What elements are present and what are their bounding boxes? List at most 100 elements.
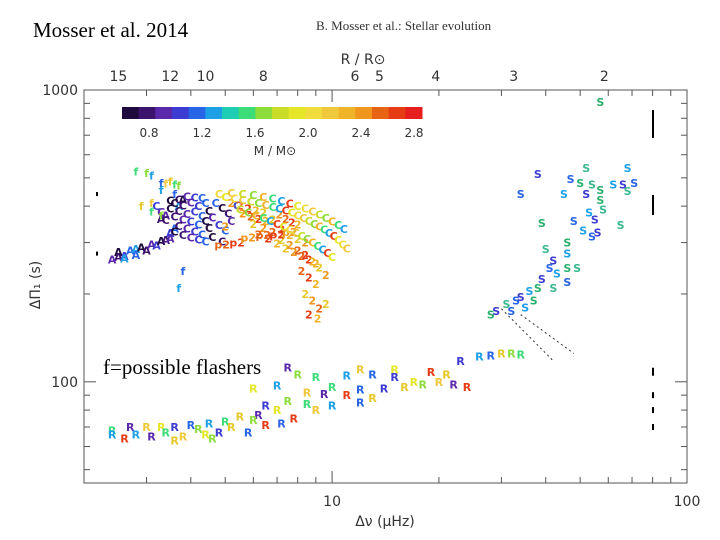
data-point-C: C bbox=[201, 215, 209, 228]
data-point-C: C bbox=[201, 236, 209, 249]
data-point-c-mix: C bbox=[325, 227, 333, 240]
data-point-R: R bbox=[201, 428, 210, 441]
data-point-c-mix: C bbox=[319, 244, 327, 257]
data-point-R: R bbox=[328, 381, 337, 394]
data-point-c-mix: C bbox=[330, 230, 338, 243]
data-point-S: S bbox=[492, 305, 500, 318]
data-point-C: C bbox=[201, 197, 209, 210]
data-point-2: 2 bbox=[301, 288, 309, 301]
data-point-c-mix: C bbox=[338, 238, 346, 251]
data-point-c-mix: C bbox=[247, 195, 255, 208]
data-point-f: f bbox=[176, 180, 181, 193]
data-point-f: f bbox=[149, 169, 154, 182]
data-point-c-mix: C bbox=[259, 212, 267, 225]
data-point-R: R bbox=[410, 376, 419, 389]
data-point-R: R bbox=[221, 416, 230, 429]
data-point-C: C bbox=[218, 202, 226, 215]
colorbar-swatch bbox=[338, 107, 356, 119]
data-point-R: R bbox=[487, 350, 496, 363]
data-point-R: R bbox=[368, 368, 377, 381]
data-point-R: R bbox=[120, 432, 129, 445]
data-point-R: R bbox=[132, 428, 141, 441]
data-point-C: C bbox=[205, 205, 213, 218]
data-point-R: R bbox=[142, 421, 151, 434]
colorbar-swatch bbox=[172, 107, 190, 119]
data-point-R: R bbox=[205, 417, 214, 430]
data-point-2: 2 bbox=[239, 207, 247, 220]
data-point-f: f bbox=[159, 209, 164, 222]
data-point-A: A bbox=[162, 209, 171, 222]
data-point-A: A bbox=[120, 250, 129, 263]
guide-dotted bbox=[501, 308, 554, 362]
data-point-R: R bbox=[516, 349, 525, 362]
data-point-R: R bbox=[187, 419, 196, 432]
data-point-S: S bbox=[542, 243, 550, 256]
data-point-R: R bbox=[244, 427, 253, 440]
data-point-R: R bbox=[400, 381, 409, 394]
data-point-2: 2 bbox=[273, 237, 281, 250]
y-axis-label: ΔΠ₁ (s) bbox=[28, 261, 44, 309]
data-point-c-mix: C bbox=[273, 218, 281, 231]
data-point-c-mix: C bbox=[308, 237, 316, 250]
dashed-markers bbox=[96, 109, 654, 431]
data-point-R: R bbox=[273, 404, 282, 417]
data-point-C: C bbox=[183, 208, 191, 221]
data-point-p2: p2 bbox=[214, 238, 230, 251]
data-point-S: S bbox=[517, 291, 525, 304]
data-point-S: S bbox=[624, 162, 632, 175]
data-point-R: R bbox=[277, 417, 286, 430]
data-point-R: R bbox=[227, 421, 236, 434]
data-point-A: A bbox=[175, 200, 184, 213]
data-point-f: f bbox=[159, 184, 164, 197]
data-point-c-mix: C bbox=[343, 243, 351, 256]
data-point-R: R bbox=[507, 348, 516, 361]
data-point-C: C bbox=[171, 197, 179, 210]
data-point-p2: p2 bbox=[240, 232, 256, 245]
colorbar-swatch bbox=[355, 107, 373, 119]
colorbar-swatch bbox=[272, 107, 290, 119]
data-point-2: 2 bbox=[314, 312, 322, 325]
data-point-c-mix: C bbox=[227, 187, 235, 200]
data-point-p2: p2 bbox=[282, 226, 298, 239]
top-tick-label: 8 bbox=[259, 69, 268, 85]
top-tick-label: 15 bbox=[109, 69, 127, 85]
data-point-c-mix: C bbox=[286, 224, 294, 237]
data-point-c-mix: C bbox=[262, 199, 270, 212]
data-point-R: R bbox=[108, 425, 117, 438]
data-point-2: 2 bbox=[315, 303, 323, 316]
data-point-S: S bbox=[596, 194, 604, 207]
data-point-f: f bbox=[181, 265, 186, 278]
data-point-R: R bbox=[427, 366, 436, 379]
data-point-c-mix: C bbox=[315, 221, 323, 234]
data-point-R: R bbox=[170, 434, 179, 447]
data-point-R: R bbox=[356, 384, 365, 397]
data-point-c-mix: C bbox=[252, 209, 260, 222]
data-point-2: 2 bbox=[322, 269, 330, 282]
data-point-2: 2 bbox=[309, 294, 317, 307]
data-point-A: A bbox=[114, 246, 123, 259]
colorbar-swatch bbox=[388, 107, 406, 119]
data-point-C: C bbox=[198, 192, 206, 205]
data-point-R: R bbox=[303, 398, 312, 411]
data-point-c-mix: C bbox=[266, 215, 274, 228]
guide-dotted bbox=[520, 314, 575, 354]
data-point-c-mix: C bbox=[239, 194, 247, 207]
top-tick-label: 4 bbox=[431, 69, 440, 85]
data-point-C: C bbox=[183, 190, 191, 203]
data-point-f: f bbox=[159, 177, 164, 190]
data-point-R: R bbox=[475, 351, 484, 364]
data-point-2: 2 bbox=[264, 232, 272, 245]
data-point-2: 2 bbox=[290, 246, 298, 259]
data-point-S: S bbox=[579, 225, 587, 238]
data-point-R: R bbox=[249, 414, 258, 427]
paper-header: B. Mosser et al.: Stellar evolution bbox=[316, 18, 492, 33]
data-point-2: 2 bbox=[275, 208, 283, 221]
colorbar-swatch bbox=[222, 107, 240, 119]
data-point-S: S bbox=[526, 285, 534, 298]
data-point-R: R bbox=[273, 380, 282, 393]
data-point-2: 2 bbox=[322, 298, 330, 311]
data-point-S: S bbox=[591, 213, 599, 226]
colorbar-swatch bbox=[122, 107, 140, 119]
data-point-S: S bbox=[563, 237, 571, 250]
